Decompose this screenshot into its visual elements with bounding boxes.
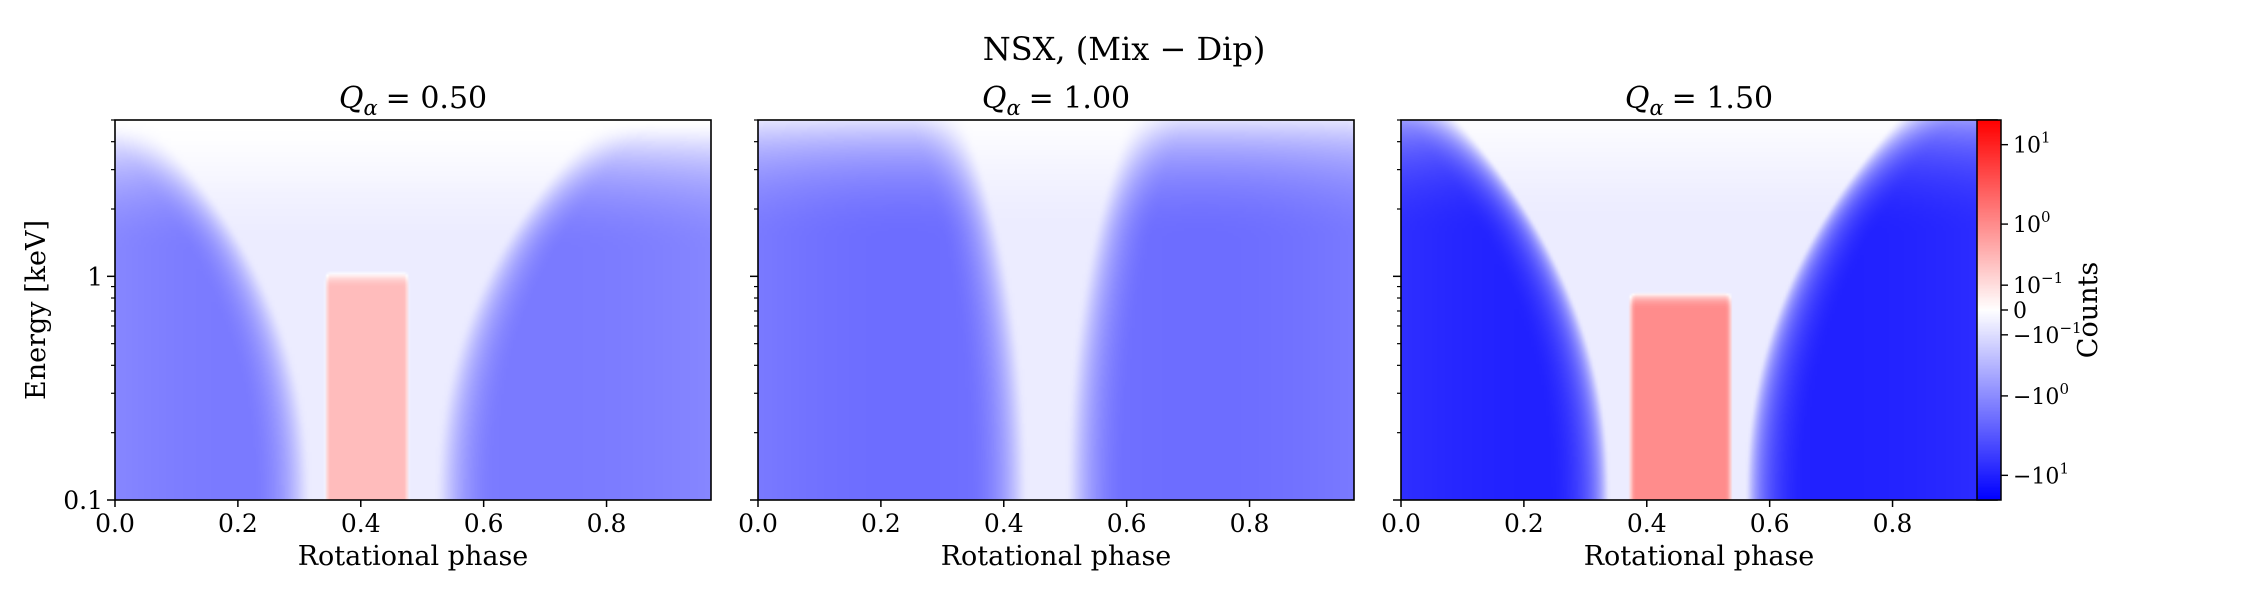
heatmap-image xyxy=(1401,120,1997,500)
axes-frame xyxy=(114,119,712,501)
y-tick-label: 0.1 xyxy=(63,486,103,515)
x-tick-label: 0.2 xyxy=(218,509,258,538)
colorbar-tick-label: 101 xyxy=(2013,129,2051,159)
heatmap-panel-3: Qα = 1.50 0.0 0.2 0.4 0.6 0.8 Rotational phase xyxy=(1381,81,1998,572)
colorbar: 101 100 10−10−10−1 −100 −101 Counts xyxy=(1976,119,2104,501)
x-tick-label: 0.4 xyxy=(1627,509,1667,538)
colorbar-tick-label: 10−1 xyxy=(2013,269,2063,299)
heatmap-panel-2: Qα = 1.00 0.0 0.2 0.4 0.6 0.8 Rotational phase xyxy=(738,81,1355,572)
x-tick-label: 0.4 xyxy=(341,509,381,538)
title-value: = 1.00 xyxy=(1029,81,1130,116)
title-symbol: Q xyxy=(982,81,1007,116)
title-subscript: α xyxy=(363,96,377,120)
x-tick-label: 0.6 xyxy=(464,509,504,538)
x-tick-label: 0.8 xyxy=(1230,509,1270,538)
x-tick-label: 0.2 xyxy=(1504,509,1544,538)
x-tick-label: 0.8 xyxy=(587,509,627,538)
x-tick-label: 0.0 xyxy=(95,509,135,538)
x-tick-label: 0.4 xyxy=(984,509,1024,538)
colorbar-tick-label: −10−1 xyxy=(2013,319,2082,349)
colorbar-label: Counts xyxy=(2073,262,2104,358)
colorbar-tick-label: −101 xyxy=(2013,459,2069,489)
axes-frame xyxy=(757,119,1355,501)
colorbar-tick-label: 0 xyxy=(2013,299,2027,324)
colorbar-gradient xyxy=(1977,120,2001,500)
x-tick-label: 0.8 xyxy=(1873,509,1913,538)
title-value: = 0.50 xyxy=(386,81,487,116)
y-tick-label: 1 xyxy=(87,262,103,291)
title-symbol: Q xyxy=(1625,81,1650,116)
panels-group: Qα = 0.50 0.0 0.2 0.4 0.6 0.8 Rotational phase 0… xyxy=(21,81,1998,572)
x-tick-label: 0.2 xyxy=(861,509,901,538)
title-value: = 1.50 xyxy=(1672,81,1773,116)
colorbar-tick-label: 100 xyxy=(2013,208,2051,238)
figure-suptitle: NSX, (Mix − Dip) xyxy=(983,30,1266,68)
y-axis-label: Energy [keV] xyxy=(21,220,52,400)
title-symbol: Q xyxy=(339,81,364,116)
panel-title: Qα = 1.00 xyxy=(982,81,1130,120)
colorbar-tick-label: −100 xyxy=(2013,380,2069,410)
x-tick-label: 0.0 xyxy=(738,509,778,538)
panel-title: Qα = 0.50 xyxy=(339,81,487,120)
x-axis-label: Rotational phase xyxy=(298,541,529,572)
x-tick-label: 0.6 xyxy=(1107,509,1147,538)
x-axis-label: Rotational phase xyxy=(1584,541,1815,572)
heatmap-image xyxy=(115,120,711,500)
x-tick-label: 0.6 xyxy=(1750,509,1790,538)
title-subscript: α xyxy=(1006,96,1020,120)
heatmap-image xyxy=(758,120,1354,500)
x-axis-label: Rotational phase xyxy=(941,541,1172,572)
heatmap-panel-1: Qα = 0.50 0.0 0.2 0.4 0.6 0.8 Rotational phase 0… xyxy=(21,81,712,572)
title-subscript: α xyxy=(1649,96,1663,120)
x-tick-label: 0.0 xyxy=(1381,509,1421,538)
panel-title: Qα = 1.50 xyxy=(1625,81,1773,120)
